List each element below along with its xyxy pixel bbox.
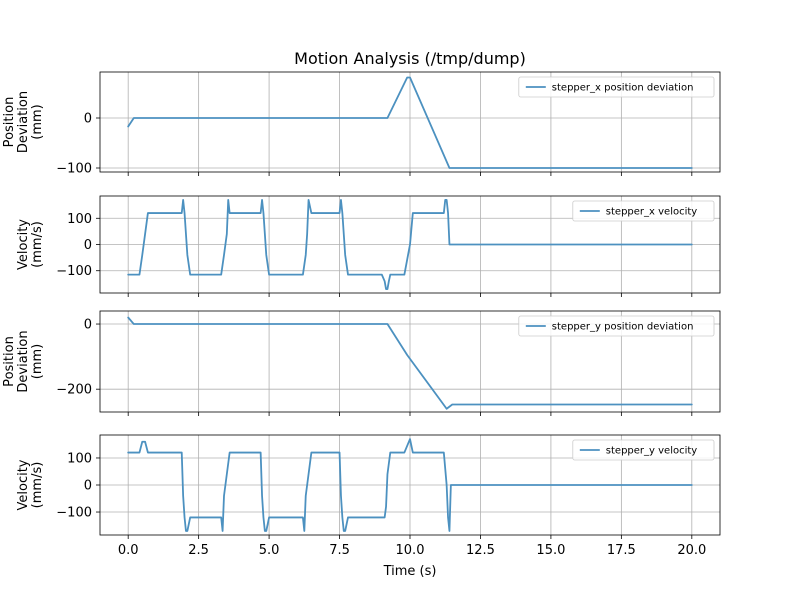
legend-label: stepper_y position deviation — [552, 322, 694, 333]
y-tick-label: −100 — [56, 506, 92, 521]
y-tick-label: 100 — [67, 451, 92, 466]
subplot-4: 0.0 2.5 5.0 7.5 10.0 12.5 15.0 17.5 20.0 100 0 −100… — [16, 434, 721, 558]
y-tick-label: 0 — [84, 112, 92, 127]
y-axis-label-line: Velocity — [16, 219, 31, 270]
legend-box — [518, 76, 715, 98]
y-axis-label-line: (mm) — [30, 104, 45, 139]
legend-box — [518, 315, 715, 337]
x-tick-label: 7.5 — [329, 543, 350, 558]
x-tick-label: 5.0 — [259, 543, 280, 558]
x-tick-label: 15.0 — [536, 543, 565, 558]
x-tick-label: 0.0 — [118, 543, 139, 558]
y-axis-label-line: Velocity — [16, 459, 31, 510]
series-line-2 — [127, 199, 693, 290]
x-tick-label: 20.0 — [677, 543, 706, 558]
x-tick-label: 17.5 — [607, 543, 636, 558]
y-tick-label: −200 — [56, 383, 92, 398]
x-tick-label: 12.5 — [466, 543, 495, 558]
y-axis-label-line: (mm/s) — [30, 462, 45, 509]
y-axis-label-line: Deviation — [16, 330, 31, 392]
x-axis-label: Time (s) — [383, 564, 437, 579]
series-line-1 — [127, 76, 693, 169]
y-axis-label-line: Deviation — [16, 91, 31, 153]
y-tick-label: 100 — [67, 212, 92, 227]
legend-box — [572, 439, 715, 461]
series-line-3 — [127, 316, 693, 410]
legend-label: stepper_x position deviation — [552, 83, 694, 94]
y-axis-label-line: Position — [2, 336, 17, 387]
x-tick-label: 2.5 — [188, 543, 209, 558]
y-axis-label: Velocity(mm/s) — [16, 459, 45, 510]
legend-label: stepper_x velocity — [606, 207, 698, 218]
legend-1: stepper_x position deviation — [518, 76, 715, 98]
legend-box — [572, 200, 715, 222]
y-tick-label: −100 — [56, 162, 92, 177]
x-tick-label: 10.0 — [396, 543, 425, 558]
legend-4: stepper_y velocity — [572, 439, 715, 461]
y-tick-label: 0 — [84, 318, 92, 333]
subplot-1: 0 −100 PositionDeviation(mm) stepper_x posi… — [2, 71, 721, 177]
y-axis-label-line: (mm/s) — [30, 221, 45, 268]
y-axis-label: PositionDeviation(mm) — [2, 91, 45, 153]
y-tick-label: 0 — [84, 238, 92, 253]
chart-title: Motion Analysis (/tmp/dump) — [294, 49, 526, 68]
subplot-2: 100 0 −100 Velocity(mm/s) stepper_x velocity — [16, 195, 721, 297]
y-tick-label: 0 — [84, 479, 92, 494]
legend-label: stepper_y velocity — [606, 446, 698, 457]
y-axis-label-line: (mm) — [30, 344, 45, 379]
y-axis-label-line: Position — [2, 97, 17, 148]
y-axis-label: PositionDeviation(mm) — [2, 330, 45, 392]
subplot-3: 0 −200 PositionDeviation(mm) stepper_y posi… — [2, 310, 721, 416]
legend-2: stepper_x velocity — [572, 200, 715, 222]
y-tick-label: −100 — [56, 264, 92, 279]
y-axis-label: Velocity(mm/s) — [16, 219, 45, 270]
legend-3: stepper_y position deviation — [518, 315, 715, 337]
series-line-4 — [127, 438, 693, 532]
